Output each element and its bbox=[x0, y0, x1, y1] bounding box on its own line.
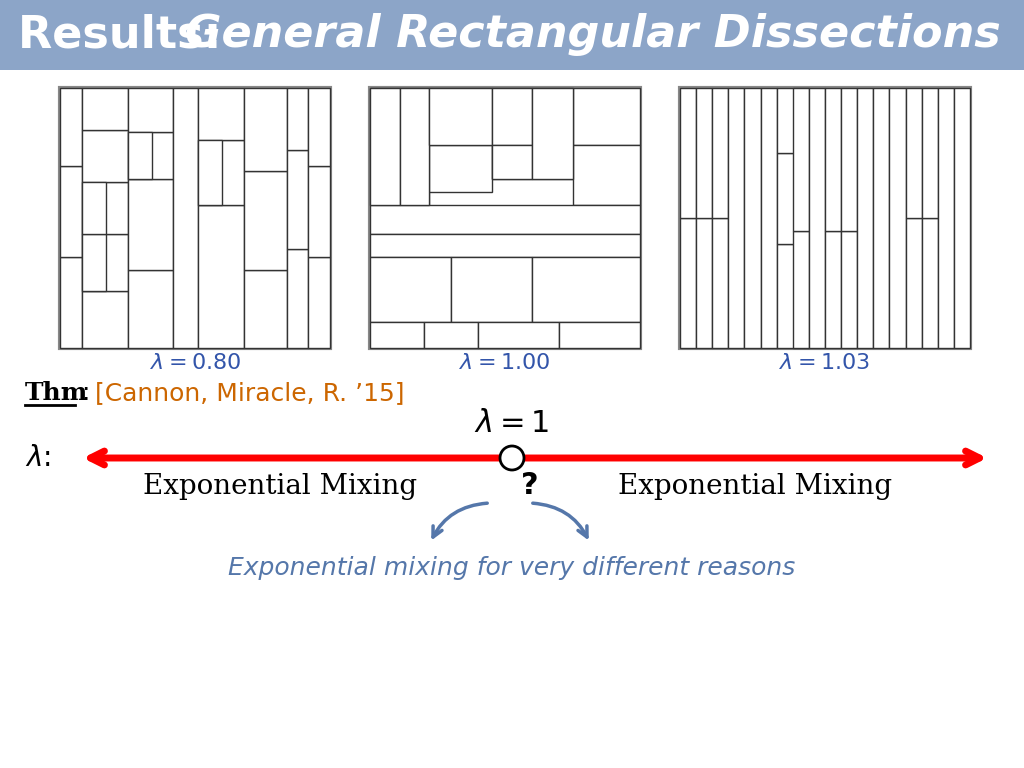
FancyBboxPatch shape bbox=[308, 257, 330, 348]
FancyBboxPatch shape bbox=[713, 218, 728, 348]
FancyBboxPatch shape bbox=[857, 88, 873, 348]
FancyBboxPatch shape bbox=[451, 257, 532, 322]
FancyBboxPatch shape bbox=[492, 145, 572, 179]
FancyBboxPatch shape bbox=[841, 231, 857, 348]
FancyBboxPatch shape bbox=[128, 132, 152, 179]
FancyBboxPatch shape bbox=[198, 88, 244, 140]
FancyBboxPatch shape bbox=[572, 145, 640, 205]
FancyBboxPatch shape bbox=[0, 0, 1024, 70]
Text: Exponential Mixing: Exponential Mixing bbox=[143, 472, 417, 499]
FancyBboxPatch shape bbox=[559, 322, 640, 348]
FancyBboxPatch shape bbox=[954, 88, 970, 348]
FancyBboxPatch shape bbox=[492, 88, 572, 127]
FancyBboxPatch shape bbox=[370, 205, 640, 233]
FancyBboxPatch shape bbox=[60, 88, 82, 166]
Text: ?: ? bbox=[521, 472, 539, 501]
FancyBboxPatch shape bbox=[370, 233, 640, 257]
FancyBboxPatch shape bbox=[82, 88, 128, 130]
FancyBboxPatch shape bbox=[905, 218, 922, 348]
FancyBboxPatch shape bbox=[744, 88, 761, 348]
FancyBboxPatch shape bbox=[198, 205, 244, 348]
Text: Exponential mixing for very different reasons: Exponential mixing for very different re… bbox=[228, 556, 796, 580]
FancyBboxPatch shape bbox=[713, 88, 728, 218]
FancyBboxPatch shape bbox=[173, 88, 198, 348]
Text: [Cannon, Miracle, R. ’15]: [Cannon, Miracle, R. ’15] bbox=[95, 381, 404, 405]
FancyBboxPatch shape bbox=[492, 88, 532, 145]
Circle shape bbox=[500, 446, 524, 470]
FancyBboxPatch shape bbox=[370, 257, 451, 322]
FancyBboxPatch shape bbox=[82, 181, 128, 233]
FancyBboxPatch shape bbox=[905, 88, 922, 218]
Text: Results:: Results: bbox=[18, 14, 237, 57]
FancyBboxPatch shape bbox=[429, 88, 492, 145]
FancyBboxPatch shape bbox=[793, 231, 809, 348]
FancyBboxPatch shape bbox=[128, 132, 173, 179]
FancyBboxPatch shape bbox=[841, 88, 857, 231]
FancyBboxPatch shape bbox=[680, 218, 696, 348]
Text: General Rectangular Dissections: General Rectangular Dissections bbox=[185, 14, 1000, 57]
FancyBboxPatch shape bbox=[776, 88, 809, 153]
Text: :: : bbox=[82, 381, 106, 405]
FancyBboxPatch shape bbox=[776, 244, 809, 348]
FancyBboxPatch shape bbox=[424, 322, 478, 348]
FancyBboxPatch shape bbox=[60, 257, 82, 348]
FancyBboxPatch shape bbox=[776, 153, 809, 244]
FancyBboxPatch shape bbox=[873, 88, 890, 348]
FancyBboxPatch shape bbox=[128, 270, 173, 348]
FancyBboxPatch shape bbox=[82, 130, 128, 181]
FancyBboxPatch shape bbox=[370, 145, 429, 205]
FancyBboxPatch shape bbox=[761, 88, 776, 348]
FancyBboxPatch shape bbox=[399, 88, 429, 205]
FancyBboxPatch shape bbox=[82, 233, 128, 291]
FancyBboxPatch shape bbox=[793, 88, 809, 231]
FancyBboxPatch shape bbox=[728, 88, 744, 348]
FancyBboxPatch shape bbox=[825, 231, 841, 348]
FancyBboxPatch shape bbox=[82, 233, 105, 291]
FancyBboxPatch shape bbox=[244, 270, 287, 348]
Text: Thm: Thm bbox=[25, 381, 88, 405]
FancyBboxPatch shape bbox=[128, 88, 173, 132]
Text: $\lambda = 1$: $\lambda = 1$ bbox=[474, 409, 550, 438]
FancyBboxPatch shape bbox=[370, 88, 492, 145]
FancyBboxPatch shape bbox=[825, 88, 841, 231]
Text: $\lambda = 0.80$: $\lambda = 0.80$ bbox=[150, 353, 241, 373]
FancyBboxPatch shape bbox=[922, 218, 938, 348]
FancyBboxPatch shape bbox=[696, 218, 713, 348]
FancyBboxPatch shape bbox=[696, 88, 713, 218]
FancyBboxPatch shape bbox=[198, 140, 222, 205]
FancyBboxPatch shape bbox=[809, 88, 825, 348]
FancyBboxPatch shape bbox=[922, 88, 938, 218]
FancyBboxPatch shape bbox=[370, 322, 424, 348]
FancyBboxPatch shape bbox=[478, 322, 559, 348]
FancyBboxPatch shape bbox=[287, 88, 308, 151]
FancyBboxPatch shape bbox=[60, 88, 330, 348]
FancyBboxPatch shape bbox=[532, 88, 572, 179]
FancyBboxPatch shape bbox=[680, 88, 970, 348]
FancyBboxPatch shape bbox=[128, 179, 173, 270]
FancyBboxPatch shape bbox=[287, 151, 308, 249]
FancyBboxPatch shape bbox=[287, 249, 308, 348]
FancyBboxPatch shape bbox=[572, 88, 640, 145]
FancyBboxPatch shape bbox=[890, 88, 905, 348]
Text: Exponential Mixing: Exponential Mixing bbox=[617, 472, 892, 499]
FancyBboxPatch shape bbox=[429, 145, 492, 192]
FancyBboxPatch shape bbox=[492, 145, 532, 179]
FancyBboxPatch shape bbox=[370, 88, 640, 348]
FancyBboxPatch shape bbox=[82, 181, 105, 233]
FancyBboxPatch shape bbox=[370, 88, 399, 205]
FancyBboxPatch shape bbox=[198, 140, 244, 205]
FancyBboxPatch shape bbox=[308, 88, 330, 166]
FancyBboxPatch shape bbox=[938, 88, 954, 348]
FancyBboxPatch shape bbox=[680, 88, 696, 218]
FancyBboxPatch shape bbox=[244, 171, 287, 270]
Text: $\lambda = 1.03$: $\lambda = 1.03$ bbox=[779, 353, 870, 373]
FancyBboxPatch shape bbox=[60, 166, 82, 257]
FancyBboxPatch shape bbox=[82, 291, 128, 348]
Text: $\lambda$:: $\lambda$: bbox=[25, 444, 51, 472]
Text: $\lambda = 1.00$: $\lambda = 1.00$ bbox=[459, 353, 551, 373]
FancyBboxPatch shape bbox=[532, 257, 640, 322]
FancyBboxPatch shape bbox=[308, 166, 330, 257]
FancyBboxPatch shape bbox=[244, 88, 287, 171]
